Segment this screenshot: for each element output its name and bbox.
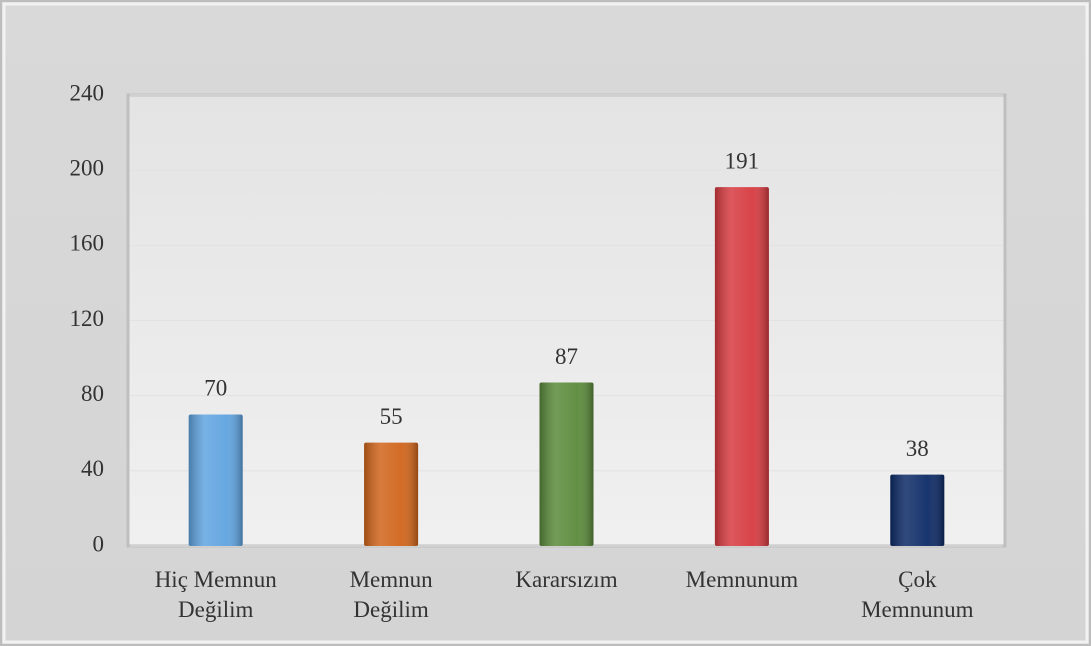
y-tick-label: 240 — [70, 80, 105, 105]
x-tick-label: Çok Memnunum — [861, 567, 974, 622]
bar-shine — [890, 474, 945, 546]
data-label: 38 — [906, 436, 929, 461]
x-tick-label: Memnunum — [686, 567, 799, 592]
y-tick-label: 0 — [93, 531, 105, 556]
data-label: 87 — [555, 344, 578, 369]
bar-shine — [188, 414, 243, 546]
x-tick-label: Hiç Memnun Değilim — [155, 567, 278, 622]
y-tick-label: 160 — [70, 231, 105, 256]
marks: Hiç Memnun Değilim 70 Memnun Değilim 55 Karars… — [155, 148, 974, 622]
x-tick-label: Kararsızım — [515, 567, 617, 592]
y-tick-label: 200 — [70, 155, 105, 180]
y-tick-label: 120 — [70, 306, 105, 331]
bar-shine — [539, 382, 594, 546]
bar-shine — [364, 442, 419, 546]
data-label: 70 — [204, 376, 227, 401]
y-tick-label: 80 — [81, 381, 104, 406]
y-tick-label: 40 — [81, 456, 104, 481]
bar-shine — [714, 187, 769, 546]
x-tick-label: Memnun Değilim — [350, 567, 434, 622]
data-label: 55 — [380, 404, 403, 429]
data-label: 191 — [725, 148, 760, 173]
